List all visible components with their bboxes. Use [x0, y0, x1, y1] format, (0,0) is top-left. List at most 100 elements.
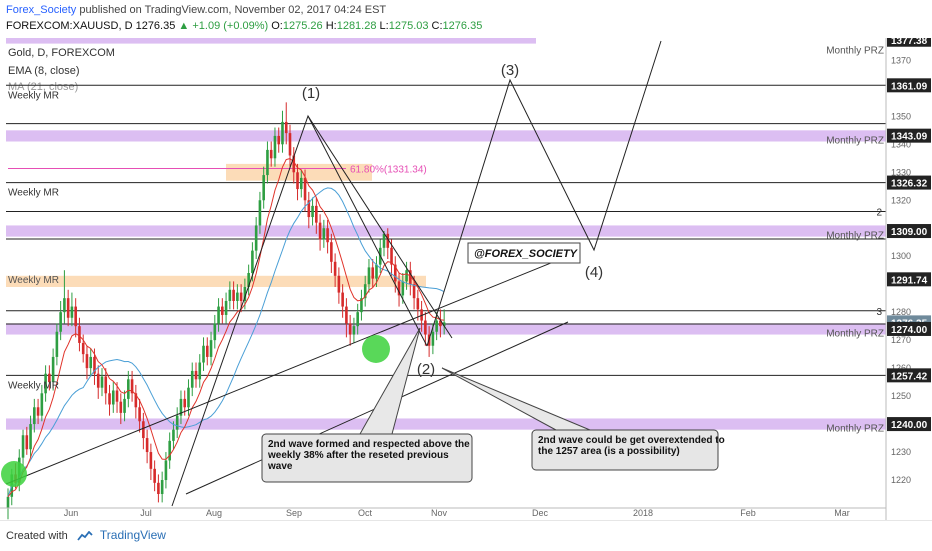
- candle-body: [127, 379, 130, 399]
- candle-body: [51, 356, 55, 383]
- zone-weekly: [6, 275, 426, 287]
- price-tag-bg: [887, 78, 931, 93]
- candle-body: [21, 435, 25, 458]
- candle-body: [175, 415, 179, 430]
- zone-monthly: [6, 418, 886, 430]
- candle-body: [416, 298, 420, 310]
- candle-body: [48, 373, 51, 383]
- y-tick-label: 1270: [891, 335, 911, 345]
- candle-body: [258, 200, 262, 226]
- published-text: published on TradingView.com, November 0…: [79, 4, 387, 16]
- candle-body: [108, 393, 111, 405]
- candle-body: [356, 312, 359, 327]
- low-label: L:: [379, 20, 389, 32]
- weekly-mr-label: Weekly MR: [8, 380, 59, 391]
- price-tag-bg: [887, 321, 931, 336]
- candle-body: [424, 320, 427, 335]
- tradingview-logo-icon: [77, 531, 93, 541]
- candle-body: [179, 398, 183, 416]
- candle-body: [239, 292, 243, 301]
- y-tick-label: 1250: [891, 391, 911, 401]
- candle-body: [247, 273, 250, 287]
- y-tick-label: 1280: [891, 307, 911, 317]
- fib-label: 61.80%(1331.34): [350, 165, 427, 176]
- candle-body: [390, 247, 393, 265]
- weekly-mr-label: Weekly MR: [8, 90, 59, 101]
- candle-body: [326, 228, 329, 243]
- candle-body: [198, 362, 202, 380]
- candle-body: [292, 155, 296, 173]
- candle-body: [115, 390, 119, 402]
- high-value: 1281.28: [336, 20, 377, 32]
- author-link[interactable]: Forex_Society: [6, 4, 77, 16]
- candle-body: [393, 264, 397, 282]
- last-price: 1276.35: [135, 20, 176, 32]
- candle-body: [85, 354, 89, 369]
- high-label: H:: [325, 20, 337, 32]
- candle-body: [345, 306, 348, 324]
- candle-body: [360, 298, 363, 313]
- zone-label: Monthly PRZ: [826, 136, 884, 147]
- price-tag: 1274.00: [891, 325, 928, 336]
- candle-body: [63, 298, 66, 313]
- candle-body: [213, 323, 217, 341]
- level-number: 2: [876, 207, 882, 218]
- candle-body: [142, 421, 145, 439]
- candle-body: [405, 270, 408, 282]
- candle-body: [44, 373, 47, 394]
- candle-body: [29, 424, 32, 450]
- x-tick-label: Jul: [140, 508, 152, 518]
- legend-title: Gold, D, FOREXCOM: [8, 47, 115, 59]
- candle-body: [401, 281, 405, 296]
- wave-2-5-line: [426, 40, 662, 347]
- created-with-text: Created with: [6, 530, 68, 542]
- candle-body: [202, 345, 205, 363]
- candle-body: [221, 306, 224, 315]
- zone-label: Monthly PRZ: [826, 424, 884, 435]
- candle-body: [330, 242, 333, 262]
- zone-monthly: [6, 130, 886, 142]
- open-label: O:: [271, 20, 283, 32]
- candle-body: [435, 320, 438, 332]
- price-tag: 1343.09: [891, 132, 928, 143]
- candle-body: [111, 390, 115, 405]
- candle-body: [277, 135, 281, 145]
- highlight-circle: [362, 335, 390, 363]
- candle-body: [224, 300, 228, 315]
- close-label: C:: [431, 20, 443, 32]
- candle-body: [439, 320, 442, 327]
- candle-body: [397, 281, 401, 296]
- y-tick-label: 1260: [891, 363, 911, 373]
- x-tick-label: Oct: [358, 508, 373, 518]
- price-tag-bg: [887, 128, 931, 143]
- candle-body: [104, 376, 108, 394]
- chart-header: Forex_Society published on TradingView.c…: [0, 0, 932, 38]
- candle-body: [138, 407, 141, 422]
- y-tick-label: 1330: [891, 167, 911, 177]
- candle-body: [284, 121, 288, 134]
- legend-ema: EMA (8, close): [8, 65, 80, 77]
- candle-body: [442, 322, 446, 327]
- candle-body: [123, 398, 126, 413]
- candle-body: [371, 267, 375, 279]
- candle-body: [205, 345, 209, 357]
- level-number: 3: [876, 307, 882, 318]
- tradingview-brand-link[interactable]: TradingView: [99, 528, 166, 542]
- candle-body: [81, 342, 85, 355]
- candle-body: [254, 225, 258, 251]
- candle-body: [74, 306, 77, 327]
- candle-body: [228, 289, 232, 301]
- candle-body: [262, 175, 265, 201]
- candle-body: [296, 172, 299, 190]
- annotation-wave2-text: 2nd wave formed and respected above the w…: [267, 439, 470, 472]
- candle-body: [431, 331, 435, 346]
- candle-body: [273, 135, 277, 159]
- zone-label: Monthly PRZ: [826, 231, 884, 242]
- wave-label: (4): [585, 264, 603, 281]
- candlestick-chart[interactable]: 1220123012501260127012801300131013201330…: [0, 38, 932, 520]
- price-tag: 1377.38: [891, 38, 928, 47]
- trendline-upper: [5, 251, 579, 485]
- price-tag: 1240.00: [891, 420, 928, 431]
- zone-label: Monthly PRZ: [826, 46, 884, 57]
- price-tag-bg: [887, 272, 931, 287]
